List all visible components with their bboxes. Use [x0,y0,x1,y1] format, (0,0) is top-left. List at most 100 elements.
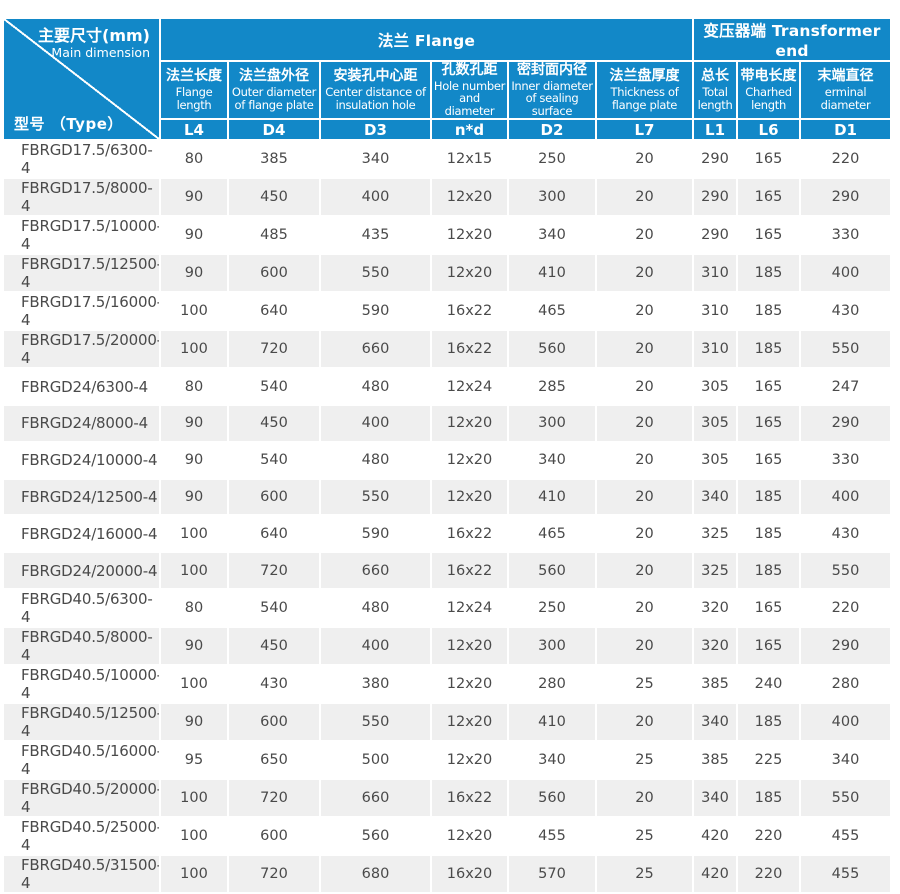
dimension-value-cell: 660 [319,551,432,590]
dimension-value-cell: 12x20 [430,739,509,780]
dimension-value-cell: 90 [159,177,229,218]
row-type-label: FBRGD24/20000-4 [2,551,161,590]
dimension-value-cell: 305 [692,440,739,480]
dimension-value-cell: 330 [799,215,893,256]
dimension-value-cell: 300 [507,177,597,218]
dimension-value-cell: 310 [692,291,739,332]
dimension-value-cell: 25 [594,815,695,856]
dimension-value-cell: 430 [227,663,321,704]
dimension-value-cell: 550 [799,777,893,818]
row-type-label: FBRGD24/6300-4 [2,367,161,406]
dimension-value-cell: 465 [507,514,597,554]
dimension-value-cell: 16x22 [430,777,509,818]
column-header-inner-diameter: 密封面内径 Inner diameter of sealing surface [507,59,597,121]
dimension-value-cell: 560 [507,329,597,370]
dimension-value-cell: 20 [594,177,695,218]
dimension-value-cell: 330 [799,440,893,480]
dimension-value-cell: 340 [692,777,739,818]
row-type-label: FBRGD40.5/12500-4 [2,701,161,742]
row-type-label: FBRGD40.5/6300-4 [2,587,161,628]
dimension-value-cell: 220 [799,139,893,180]
dimension-value-cell: 340 [507,440,597,480]
dimension-value-cell: 455 [799,815,893,856]
dimension-value-cell: 640 [227,291,321,332]
dimension-value-cell: 25 [594,663,695,704]
dimension-value-cell: 320 [692,625,739,666]
dimension-value-cell: 16x22 [430,329,509,370]
dimension-value-cell: 80 [159,367,229,406]
group-header-transformer-end: 变压器端 Transformer end [692,17,893,62]
dimension-value-cell: 185 [736,477,802,517]
dimension-value-cell: 20 [594,440,695,480]
dimension-value-cell: 290 [799,625,893,666]
table-row: FBRGD40.5/20000-4 100 720 660 16x22 560 20 340 1… [2,777,893,818]
dimension-value-cell: 100 [159,663,229,704]
dimension-value-cell: 100 [159,815,229,856]
dimension-value-cell: 185 [736,551,802,590]
dimension-value-cell: 90 [159,440,229,480]
dimension-value-cell: 410 [507,477,597,517]
table-row: FBRGD24/16000-4 100 640 590 16x22 465 20 325 185… [2,514,893,554]
dimension-value-cell: 310 [692,329,739,370]
dimension-value-cell: 385 [227,139,321,180]
table-row: FBRGD24/10000-4 90 540 480 12x20 340 20 305 165 3… [2,440,893,480]
dimension-value-cell: 20 [594,253,695,294]
row-type-label: FBRGD17.5/12500-4 [2,253,161,294]
dimension-value-cell: 290 [799,177,893,218]
dimension-value-cell: 240 [736,663,802,704]
row-type-label: FBRGD17.5/6300-4 [2,139,161,180]
dimension-value-cell: 12x24 [430,367,509,406]
table-row: FBRGD17.5/8000-4 90 450 400 12x20 300 20 290 165… [2,177,893,218]
dimension-value-cell: 220 [799,587,893,628]
code-header-D3: D3 [319,118,432,142]
dimension-value-cell: 90 [159,477,229,517]
code-header-L6: L6 [736,118,802,142]
dimension-value-cell: 340 [507,215,597,256]
dimension-value-cell: 650 [227,739,321,780]
dimension-value-cell: 400 [319,177,432,218]
dimension-sheet: 主要尺寸(mm) Main dimension 型号 （Type） 法兰 Fla… [2,16,893,894]
row-type-label: FBRGD24/16000-4 [2,514,161,554]
dimension-value-cell: 280 [799,663,893,704]
column-header-thickness: 法兰盘厚度 Thickness of flange plate [594,59,695,121]
dimension-value-cell: 250 [507,587,597,628]
dimension-value-cell: 450 [227,625,321,666]
dimension-value-cell: 600 [227,477,321,517]
row-type-label: FBRGD40.5/16000-4 [2,739,161,780]
dimension-value-cell: 660 [319,777,432,818]
dimension-value-cell: 600 [227,815,321,856]
dimension-value-cell: 20 [594,551,695,590]
row-type-label: FBRGD40.5/20000-4 [2,777,161,818]
code-header-nd: n*d [430,118,509,142]
dimension-value-cell: 480 [319,367,432,406]
row-type-label: FBRGD24/12500-4 [2,477,161,517]
dimension-value-cell: 720 [227,551,321,590]
corner-header-cell: 主要尺寸(mm) Main dimension 型号 （Type） [2,16,161,142]
diagonal-divider [5,20,158,139]
dimension-value-cell: 600 [227,701,321,742]
dimension-value-cell: 20 [594,215,695,256]
column-header-charged-length: 带电长度 Charhed length [736,59,802,121]
dimension-value-cell: 16x22 [430,551,509,590]
dimension-value-cell: 250 [507,139,597,180]
dimension-value-cell: 95 [159,739,229,780]
column-header-hole-number: 孔数孔距 Hole number and diameter [430,59,509,121]
code-header-L4: L4 [159,118,229,142]
dimension-value-cell: 100 [159,551,229,590]
dimension-value-cell: 550 [319,253,432,294]
dimension-value-cell: 100 [159,777,229,818]
dimension-value-cell: 225 [736,739,802,780]
group-header-flange: 法兰 Flange [158,17,695,62]
dimension-value-cell: 400 [319,403,432,443]
dimension-value-cell: 12x20 [430,253,509,294]
dimension-value-cell: 165 [736,625,802,666]
row-type-label: FBRGD24/10000-4 [2,440,161,480]
dimension-value-cell: 20 [594,477,695,517]
table-row: FBRGD40.5/12500-4 90 600 550 12x20 410 20 340 18… [2,701,893,742]
column-header-flange-length: 法兰长度 Flange length [159,59,229,121]
table-row: FBRGD24/20000-4 100 720 660 16x22 560 20 325 185… [2,551,893,590]
table-row: FBRGD24/6300-4 80 540 480 12x24 285 20 305 165 24… [2,367,893,406]
dimension-value-cell: 340 [507,739,597,780]
column-header-center-distance: 安装孔中心距 Center distance of insulation hol… [319,59,432,121]
dimension-value-cell: 560 [319,815,432,856]
